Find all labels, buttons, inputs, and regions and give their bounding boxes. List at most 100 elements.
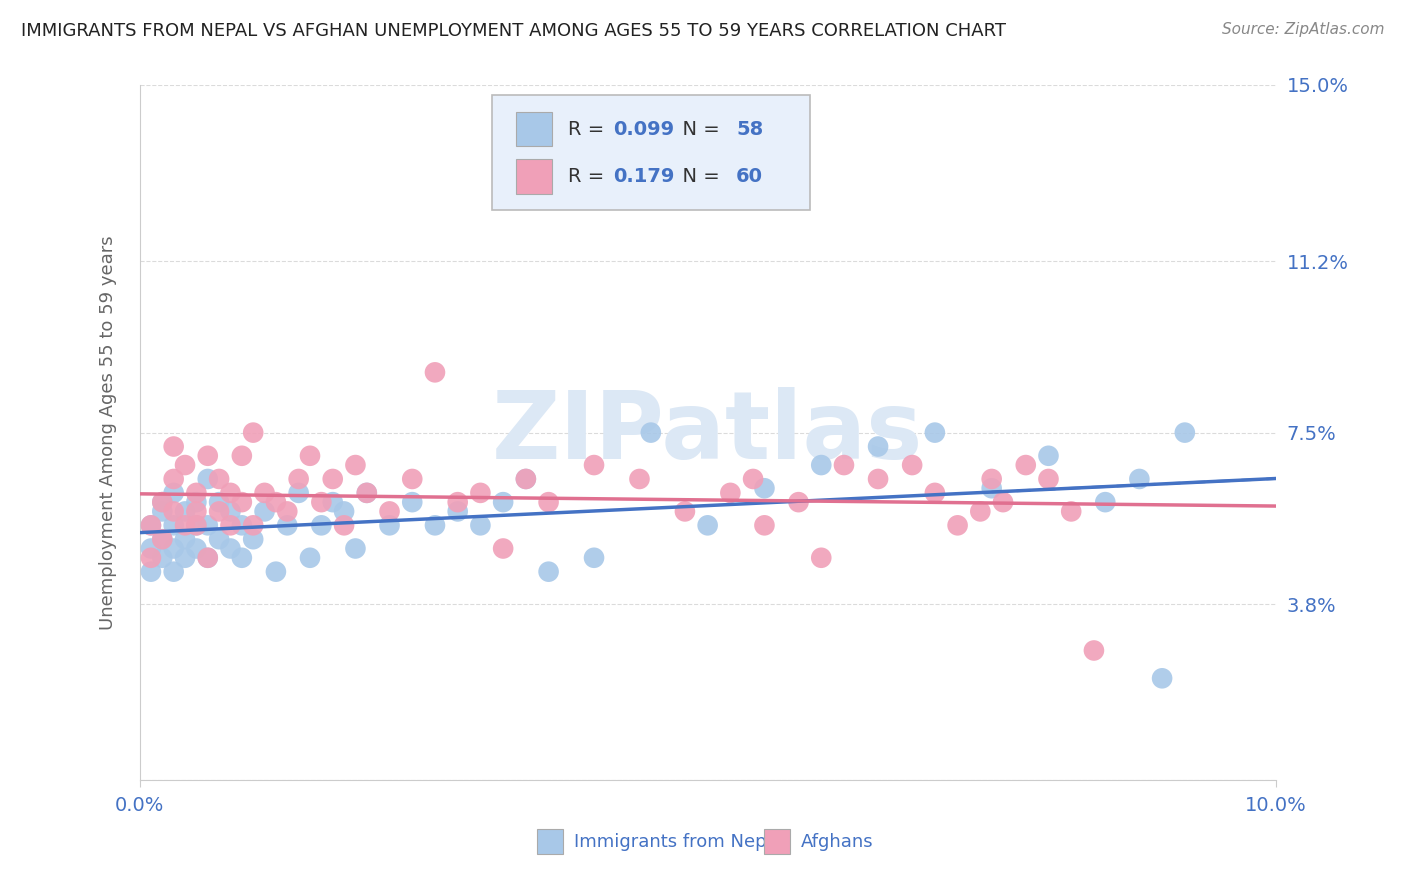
Point [264, 495, 287, 509]
Point [901, 458, 924, 472]
Point [139, 518, 162, 533]
Point [696, 518, 718, 533]
Point [219, 504, 242, 518]
Point [344, 541, 367, 556]
Text: Afghans: Afghans [801, 833, 873, 851]
Point [208, 495, 231, 509]
Point [832, 458, 855, 472]
Point [1038, 472, 1060, 486]
Point [150, 495, 173, 509]
Point [447, 495, 470, 509]
Point [150, 495, 173, 509]
FancyBboxPatch shape [516, 112, 553, 146]
Text: R =: R = [568, 120, 610, 138]
Point [219, 486, 242, 500]
Point [150, 533, 173, 547]
Point [810, 458, 832, 472]
FancyBboxPatch shape [516, 159, 553, 194]
Point [1015, 458, 1038, 472]
Point [673, 504, 696, 518]
Point [810, 550, 832, 565]
Text: N =: N = [671, 120, 725, 138]
Point [208, 504, 231, 518]
Point [139, 541, 162, 556]
Point [378, 504, 401, 518]
Point [1083, 643, 1105, 657]
Text: ZIPatlas: ZIPatlas [492, 386, 924, 479]
Text: Source: ZipAtlas.com: Source: ZipAtlas.com [1222, 22, 1385, 37]
Point [197, 449, 219, 463]
Point [423, 518, 446, 533]
Point [174, 504, 197, 518]
Point [322, 495, 344, 509]
Point [787, 495, 810, 509]
Y-axis label: Unemployment Among Ages 55 to 59 years: Unemployment Among Ages 55 to 59 years [100, 235, 117, 630]
Point [197, 550, 219, 565]
Point [628, 472, 651, 486]
Text: Immigrants from Nepal: Immigrants from Nepal [574, 833, 783, 851]
Point [298, 550, 321, 565]
Point [231, 495, 253, 509]
Point [742, 472, 765, 486]
Point [174, 533, 197, 547]
Point [344, 458, 367, 472]
Point [423, 365, 446, 379]
Point [139, 550, 162, 565]
Point [537, 565, 560, 579]
Point [163, 440, 186, 454]
Point [208, 472, 231, 486]
Point [924, 486, 946, 500]
Point [980, 481, 1002, 495]
Point [276, 504, 298, 518]
Point [253, 486, 276, 500]
Point [276, 518, 298, 533]
Point [298, 449, 321, 463]
Point [924, 425, 946, 440]
Point [991, 495, 1014, 509]
Point [139, 565, 162, 579]
Point [287, 486, 309, 500]
Point [447, 504, 470, 518]
Point [356, 486, 378, 500]
Point [333, 504, 356, 518]
Point [186, 518, 208, 533]
Point [150, 550, 173, 565]
Point [492, 541, 515, 556]
Point [219, 541, 242, 556]
Point [537, 495, 560, 509]
Point [163, 541, 186, 556]
Point [1094, 495, 1116, 509]
Point [287, 472, 309, 486]
Point [208, 533, 231, 547]
Point [150, 504, 173, 518]
Point [492, 495, 515, 509]
Point [186, 495, 208, 509]
Point [1174, 425, 1197, 440]
Point [1060, 504, 1083, 518]
Point [1128, 472, 1150, 486]
Point [174, 458, 197, 472]
Point [868, 440, 890, 454]
Point [163, 472, 186, 486]
Point [582, 458, 605, 472]
Point [640, 425, 662, 440]
Text: 60: 60 [737, 167, 763, 186]
Point [150, 533, 173, 547]
Point [470, 518, 492, 533]
Point [754, 481, 776, 495]
Point [231, 449, 253, 463]
Point [163, 565, 186, 579]
Point [1152, 671, 1174, 685]
Point [197, 518, 219, 533]
FancyBboxPatch shape [492, 95, 810, 211]
Point [582, 550, 605, 565]
Point [515, 472, 537, 486]
Point [754, 518, 776, 533]
Point [163, 504, 186, 518]
Point [186, 518, 208, 533]
Point [333, 518, 356, 533]
Point [197, 472, 219, 486]
Point [242, 425, 264, 440]
Point [163, 486, 186, 500]
Point [515, 472, 537, 486]
